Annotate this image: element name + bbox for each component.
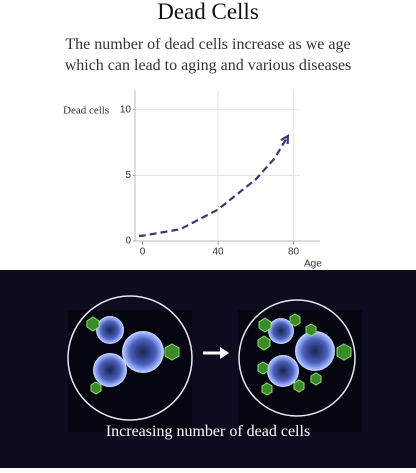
- y-tick-label: 0: [125, 236, 131, 247]
- caption: Increasing number of dead cells: [105, 423, 311, 440]
- y-axis-label: Dead cells: [63, 105, 109, 117]
- subtitle-line: which can lead to aging and various dise…: [64, 57, 352, 74]
- illustration-panel: [0, 270, 416, 468]
- after-circle: [238, 299, 362, 432]
- y-tick-label: 5: [125, 170, 131, 181]
- arrow-head: [280, 133, 290, 144]
- title: Dead Cells: [157, 0, 259, 24]
- x-tick-label: 0: [140, 247, 146, 258]
- x-axis-label: Age: [304, 259, 322, 270]
- illustration: [67, 295, 362, 432]
- before-circle: [67, 295, 193, 432]
- x-tick-label: 40: [212, 247, 224, 258]
- subtitle-line: The number of dead cells increase as we …: [65, 36, 351, 53]
- data-line: [138, 135, 289, 237]
- x-tick-label: 80: [288, 247, 300, 258]
- y-tick-label: 10: [120, 104, 132, 115]
- chart: Dead cells Age 0 5 10 0 40 80: [63, 90, 322, 270]
- arrow: [203, 347, 229, 359]
